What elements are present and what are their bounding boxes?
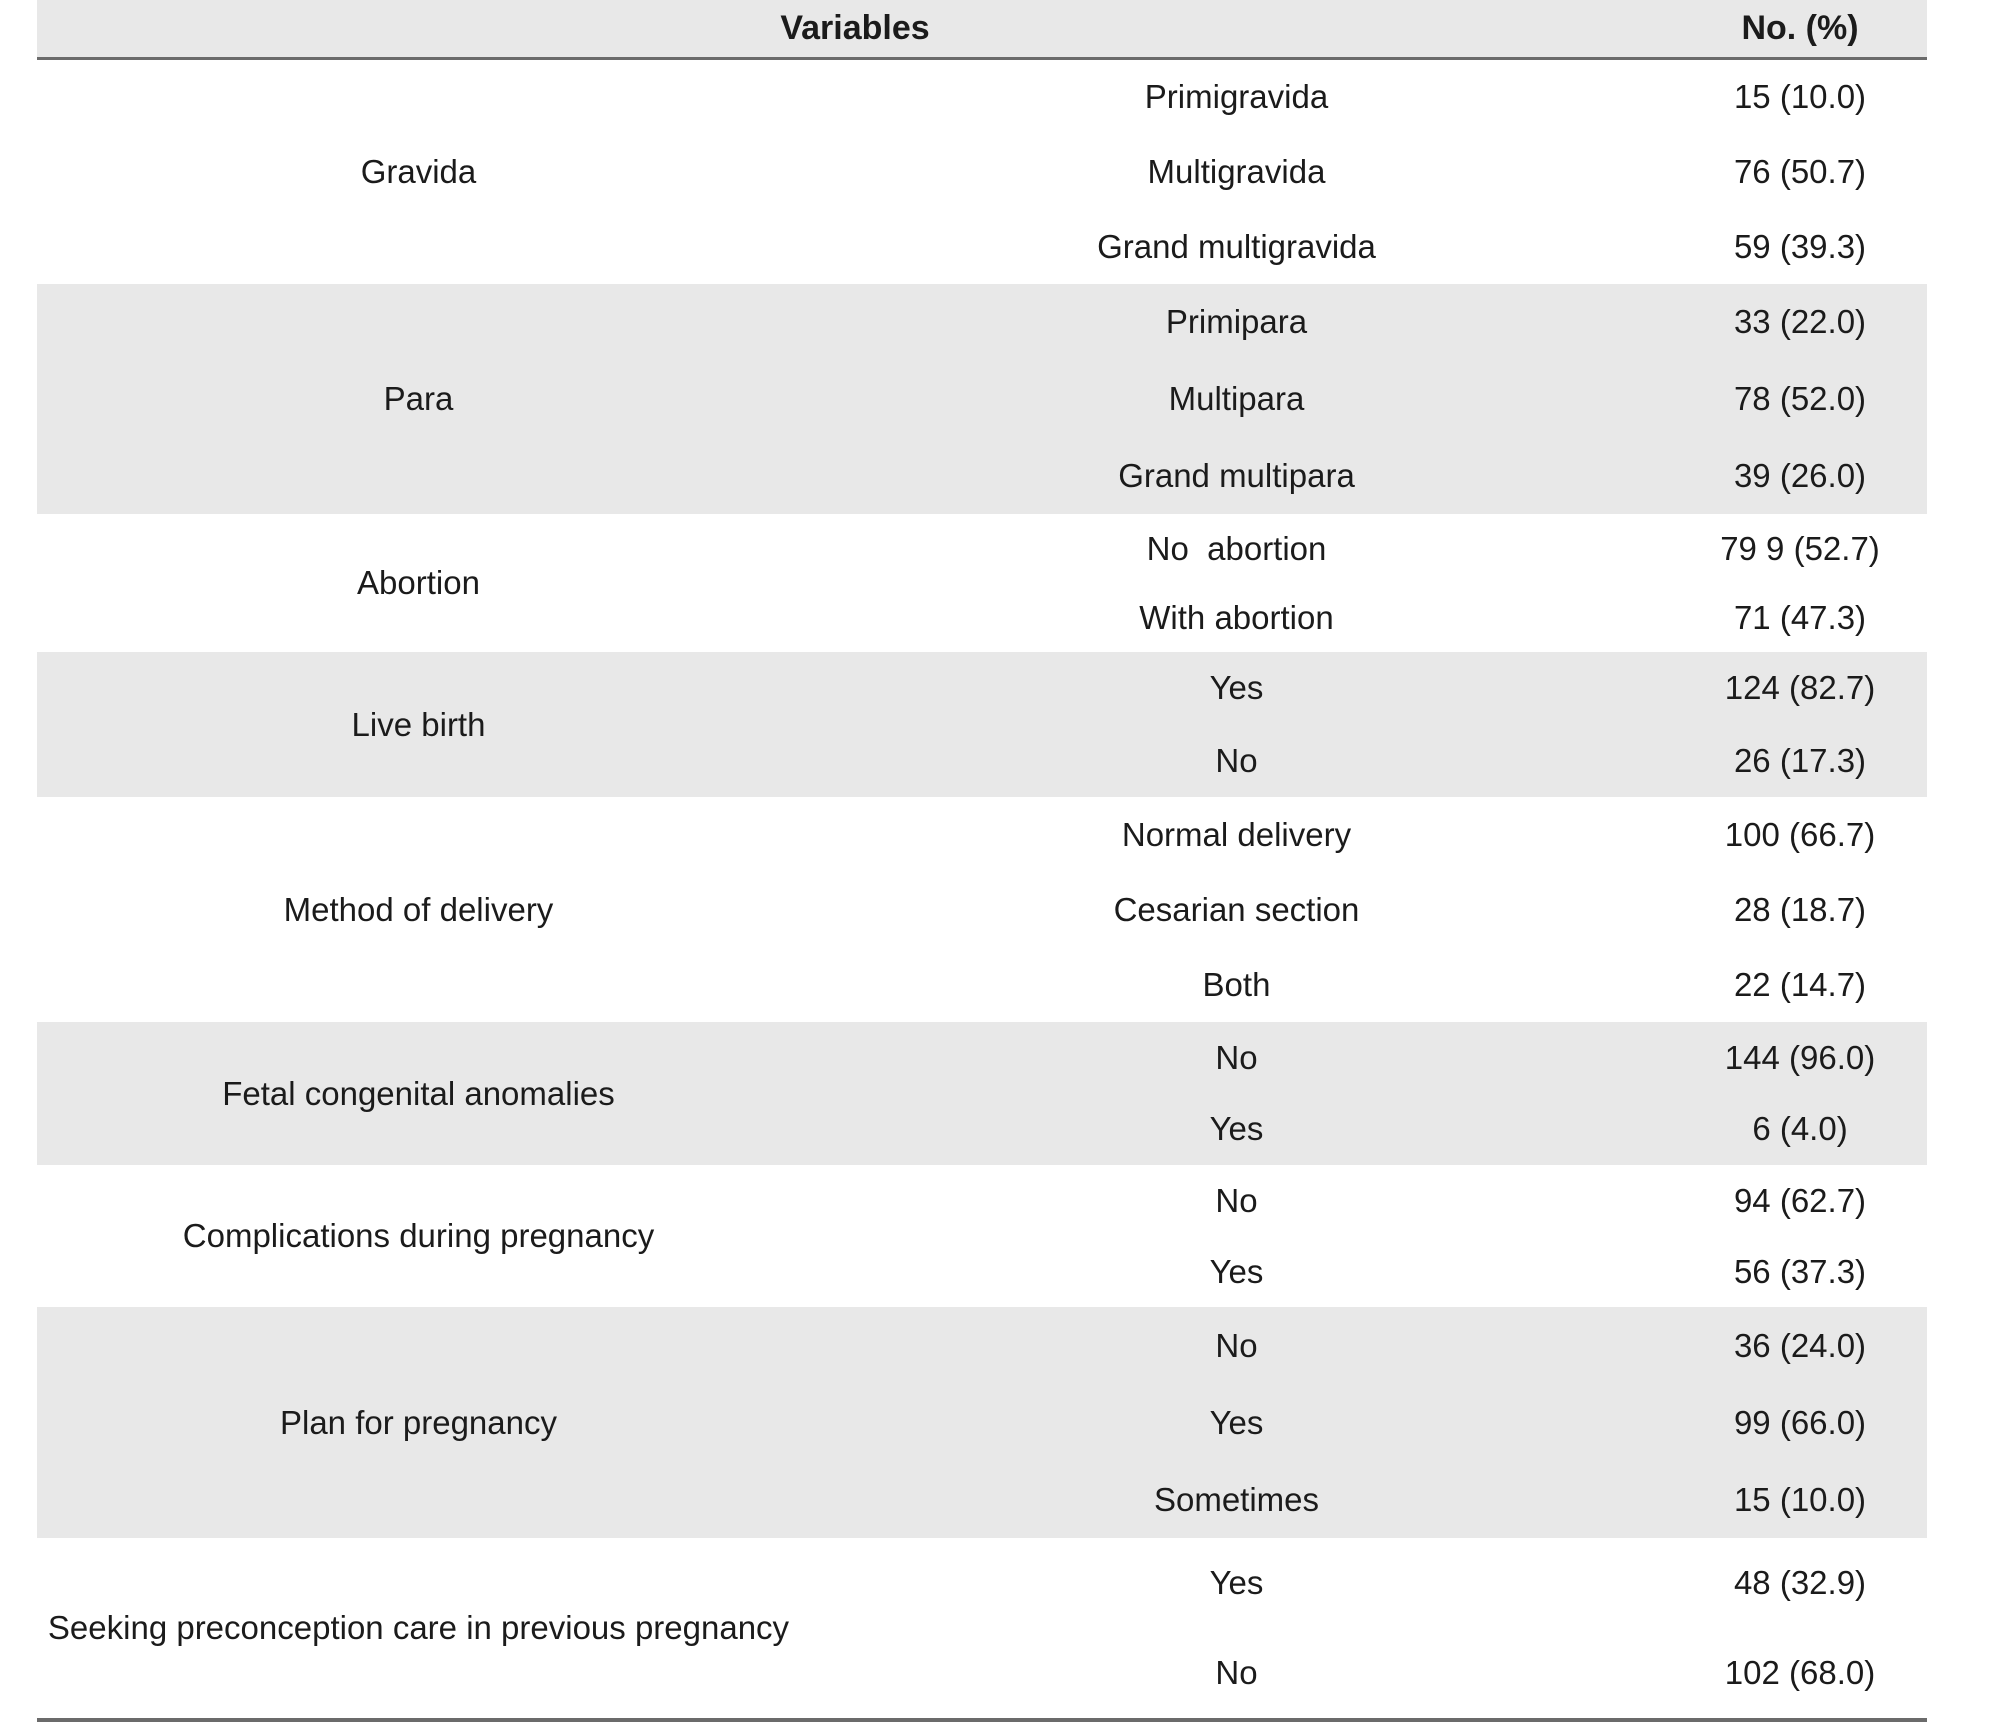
table-row: Yes 99 (66.0) bbox=[800, 1384, 1927, 1461]
variable-label: Fetal congenital anomalies bbox=[222, 1074, 615, 1112]
category-cell: Primipara bbox=[1165, 303, 1308, 341]
value-cell: 100 (66.7) bbox=[1724, 815, 1876, 853]
variable-label: Seeking preconception care in previous p… bbox=[47, 1609, 790, 1647]
category-cell: Normal delivery bbox=[1121, 815, 1352, 853]
header-variables: Variables bbox=[780, 9, 930, 47]
category-cell: No bbox=[1215, 1654, 1258, 1691]
table-row: Yes 48 (32.9) bbox=[800, 1538, 1927, 1628]
variable-label: Complications during pregnancy bbox=[182, 1217, 655, 1255]
value-cell: 28 (18.7) bbox=[1733, 890, 1867, 928]
group-seeking-preconception-care: Seeking preconception care in previous p… bbox=[37, 1538, 1927, 1718]
table-row: Yes 6 (4.0) bbox=[800, 1094, 1927, 1166]
value-cell: 33 (22.0) bbox=[1733, 303, 1867, 341]
category-cell: Grand multigravida bbox=[1097, 227, 1376, 265]
variable-label: Plan for pregnancy bbox=[279, 1403, 557, 1441]
table-row: Multipara 78 (52.0) bbox=[800, 361, 1927, 438]
value-cell: 59 (39.3) bbox=[1733, 227, 1867, 265]
table-row: Multigravida 76 (50.7) bbox=[800, 135, 1927, 210]
table-row: Yes 124 (82.7) bbox=[800, 652, 1927, 725]
table-header-row: Variables No. (%) bbox=[37, 0, 1927, 60]
value-cell: 79 9 (52.7) bbox=[1720, 529, 1880, 567]
category-cell: Multigravida bbox=[1147, 153, 1326, 190]
category-cell: Yes bbox=[1209, 1564, 1264, 1601]
value-cell: 71 (47.3) bbox=[1733, 598, 1867, 636]
table-row: Normal delivery 100 (66.7) bbox=[800, 797, 1927, 872]
table-row: Primipara 33 (22.0) bbox=[800, 284, 1927, 361]
value-cell: 6 (4.0) bbox=[1752, 1110, 1848, 1148]
table-row: No 102 (68.0) bbox=[800, 1628, 1927, 1718]
value-cell: 102 (68.0) bbox=[1724, 1654, 1876, 1691]
value-cell: 15 (10.0) bbox=[1733, 1480, 1867, 1518]
variable-label: Live birth bbox=[351, 705, 486, 743]
table-row: No 26 (17.3) bbox=[800, 725, 1927, 798]
table-row: No 144 (96.0) bbox=[800, 1022, 1927, 1094]
group-method-of-delivery: Method of delivery Normal delivery 100 (… bbox=[37, 797, 1927, 1022]
value-cell: 22 (14.7) bbox=[1733, 965, 1867, 1003]
value-cell: 48 (32.9) bbox=[1733, 1564, 1867, 1601]
value-cell: 94 (62.7) bbox=[1733, 1181, 1867, 1219]
category-cell: With abortion bbox=[1139, 598, 1334, 636]
value-cell: 39 (26.0) bbox=[1733, 456, 1867, 494]
group-para: Para Primipara 33 (22.0) Multipara 78 (5… bbox=[37, 284, 1927, 514]
group-fetal-congenital-anomalies: Fetal congenital anomalies No 144 (96.0)… bbox=[37, 1022, 1927, 1165]
table-row: No 36 (24.0) bbox=[800, 1307, 1927, 1384]
category-cell: No bbox=[1215, 1038, 1258, 1076]
variable-label: Gravida bbox=[360, 153, 477, 191]
category-cell: No abortion bbox=[1146, 529, 1327, 567]
value-cell: 78 (52.0) bbox=[1733, 380, 1867, 417]
table-row: No abortion 79 9 (52.7) bbox=[800, 514, 1927, 583]
table-row: Cesarian section 28 (18.7) bbox=[800, 872, 1927, 947]
category-cell: Sometimes bbox=[1153, 1480, 1320, 1518]
category-cell: Yes bbox=[1209, 1403, 1264, 1441]
table-row: Primigravida 15 (10.0) bbox=[800, 60, 1927, 135]
group-complications-during-pregnancy: Complications during pregnancy No 94 (62… bbox=[37, 1165, 1927, 1307]
table-row: Both 22 (14.7) bbox=[800, 947, 1927, 1022]
variable-label: Abortion bbox=[357, 564, 480, 602]
category-cell: Yes bbox=[1209, 1110, 1264, 1148]
category-cell: No bbox=[1215, 741, 1258, 779]
category-cell: No bbox=[1215, 1326, 1258, 1364]
variables-table: Variables No. (%) Gravida Primigravida 1… bbox=[37, 0, 1927, 1722]
value-cell: 144 (96.0) bbox=[1724, 1038, 1876, 1076]
group-gravida: Gravida Primigravida 15 (10.0) Multigrav… bbox=[37, 60, 1927, 284]
table-row: Grand multipara 39 (26.0) bbox=[800, 437, 1927, 514]
variable-label: Method of delivery bbox=[283, 890, 554, 928]
header-count: No. (%) bbox=[1741, 9, 1859, 47]
category-cell: Yes bbox=[1209, 1252, 1264, 1290]
category-cell: Grand multipara bbox=[1118, 456, 1355, 494]
value-cell: 15 (10.0) bbox=[1733, 78, 1867, 116]
table-row: Sometimes 15 (10.0) bbox=[800, 1461, 1927, 1538]
table-row: Grand multigravida 59 (39.3) bbox=[800, 209, 1927, 284]
value-cell: 26 (17.3) bbox=[1733, 741, 1867, 779]
category-cell: No bbox=[1215, 1181, 1258, 1219]
value-cell: 36 (24.0) bbox=[1733, 1326, 1867, 1364]
category-cell: Multipara bbox=[1168, 380, 1305, 417]
table-row: Yes 56 (37.3) bbox=[800, 1236, 1927, 1307]
value-cell: 99 (66.0) bbox=[1733, 1403, 1867, 1441]
category-cell: Primigravida bbox=[1144, 78, 1329, 116]
category-cell: Cesarian section bbox=[1113, 890, 1360, 928]
table-row: No 94 (62.7) bbox=[800, 1165, 1927, 1236]
group-abortion: Abortion No abortion 79 9 (52.7) With ab… bbox=[37, 514, 1927, 652]
group-live-birth: Live birth Yes 124 (82.7) No 26 (17.3) bbox=[37, 652, 1927, 797]
category-cell: Yes bbox=[1209, 669, 1264, 707]
category-cell: Both bbox=[1202, 965, 1271, 1003]
variable-label: Para bbox=[383, 380, 454, 418]
table-row: With abortion 71 (47.3) bbox=[800, 583, 1927, 652]
value-cell: 56 (37.3) bbox=[1733, 1252, 1867, 1290]
value-cell: 76 (50.7) bbox=[1733, 153, 1867, 190]
group-plan-for-pregnancy: Plan for pregnancy No 36 (24.0) Yes 99 (… bbox=[37, 1307, 1927, 1538]
value-cell: 124 (82.7) bbox=[1724, 669, 1876, 707]
